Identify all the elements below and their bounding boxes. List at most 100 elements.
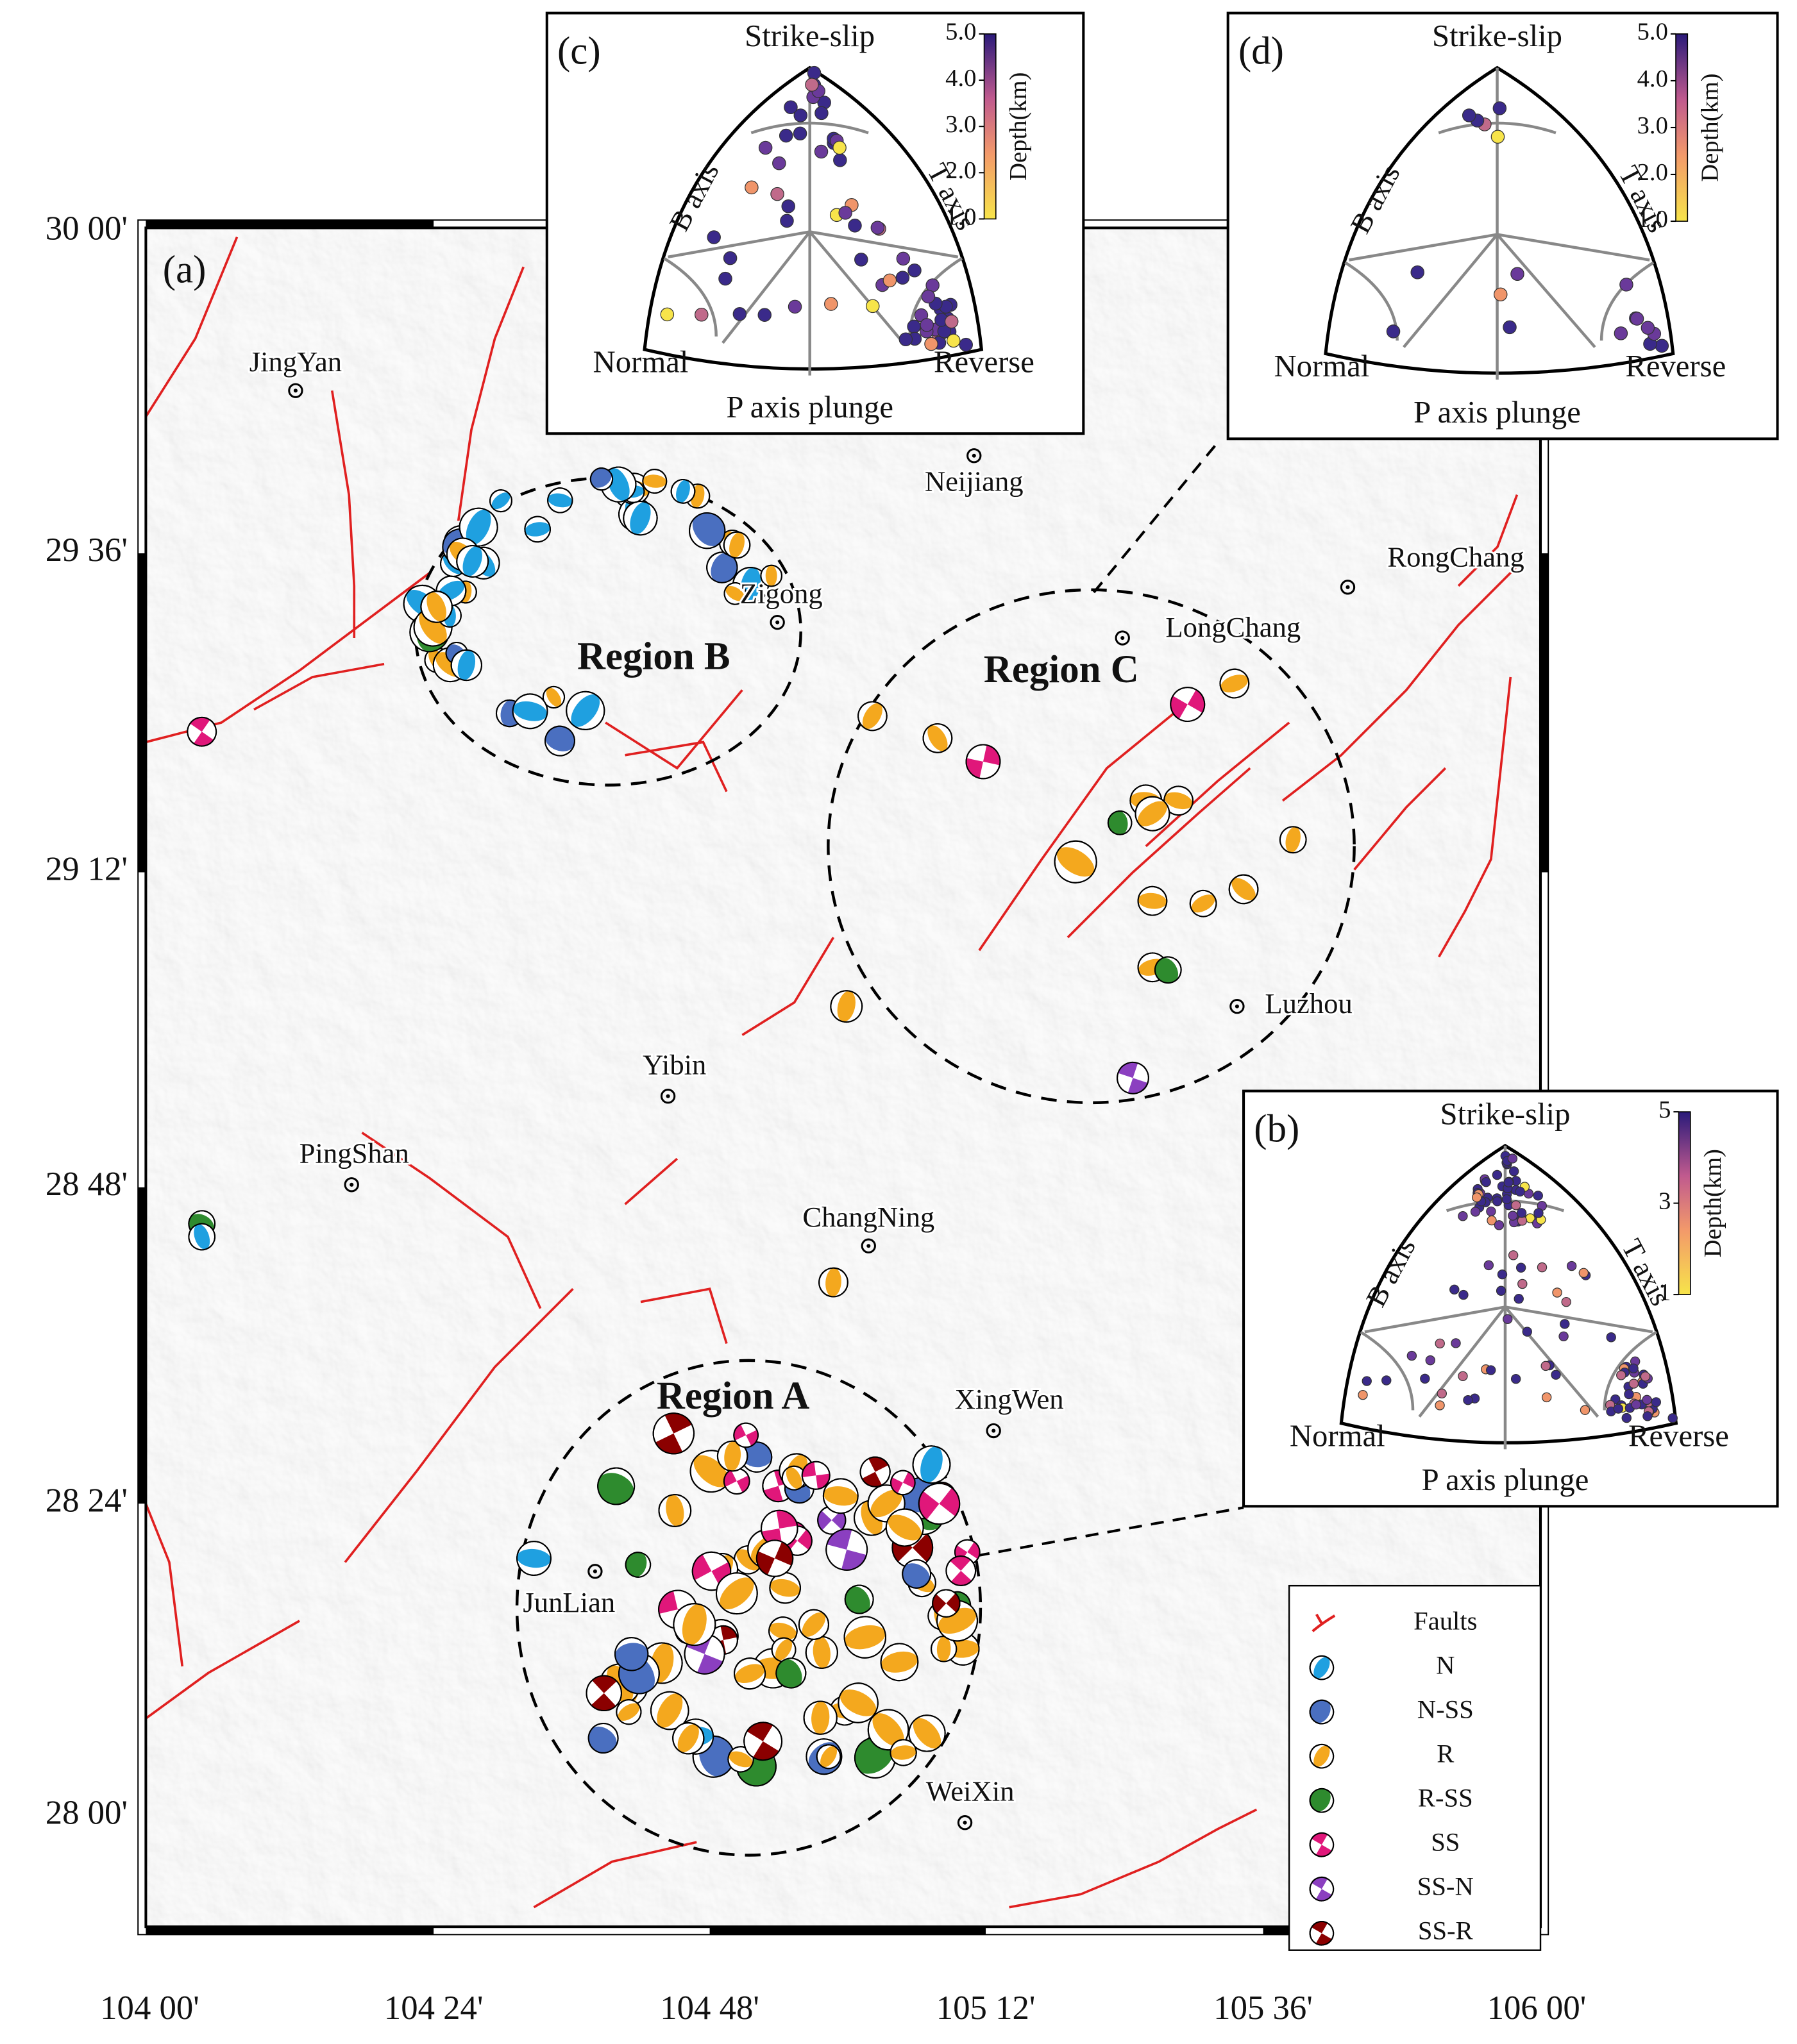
beachball [805,1636,838,1669]
colorbar [1678,1111,1691,1295]
inset-panel-label: (c) [557,29,601,72]
ternary-point [870,221,885,235]
beachball [945,1555,977,1586]
beachball [769,1571,801,1604]
beachball-rim [512,693,548,730]
corner-label-right: Reverse [1625,349,1726,383]
ternary-point [920,318,934,332]
colorbar-tick-label: 3.0 [1637,112,1668,139]
connector [976,1506,1244,1557]
beachball [456,545,489,578]
beachball-quad [692,1554,712,1580]
beachball-lune [711,553,737,583]
beachball-lune [1285,826,1301,853]
beachball-quad [193,732,214,746]
beachball-lune [729,1751,753,1768]
beachball-lune [890,1745,916,1760]
ternary-point [1621,1412,1632,1423]
beachball [652,1412,695,1455]
beachball-rim [1189,889,1217,917]
city-marker-dot [593,1569,597,1573]
beachball-quad [190,717,210,732]
beachball [768,1616,798,1646]
beachball-quad [932,1594,947,1614]
ternary-point [1503,1177,1514,1187]
ternary-point [1515,1262,1526,1273]
beachball [801,1461,831,1490]
ternary-point [1406,1350,1417,1361]
beachball-rim [825,1529,868,1571]
city-marker-dot [1120,635,1125,641]
lon-tick-label: 104 00' [100,1990,199,2027]
ternary-point [1425,1355,1435,1366]
beachball-lune [1138,801,1167,826]
ternary-point [1358,1389,1368,1400]
beachball-rim [715,1572,758,1615]
city-marker-dot [963,1820,967,1825]
beachball-quad [1312,1922,1328,1934]
ternary-point [1487,1215,1497,1226]
beachball-lune [457,650,476,680]
beachball-rim [743,1721,783,1761]
colorbar-tick-label: 5 [1658,1096,1671,1123]
beachball [890,1470,916,1496]
ternary-point [780,214,794,228]
lon-tick-label: 105 36' [1213,1990,1313,2027]
beachball-rim [450,649,482,682]
beachball-lune [1164,792,1193,810]
inset-panel-label: (b) [1254,1108,1299,1151]
corner-label-right: Reverse [1628,1418,1729,1453]
ternary-point [1486,1206,1496,1217]
beachball [1107,810,1133,835]
beachball [816,1744,841,1770]
beachball [825,1529,868,1571]
ternary-point [1561,1296,1571,1307]
beachball [673,1603,716,1646]
ternary-point [723,251,738,265]
beachball-lune [735,1664,765,1684]
beachball-lune [692,513,725,546]
city-marker-dot [666,1094,670,1098]
beachball-rim [586,1675,622,1712]
colorbar-tick-label: 3.0 [945,111,976,138]
beachball-lune [786,1467,802,1489]
beachball [670,479,696,504]
beachball-rim [902,1559,932,1589]
ternary-point [848,219,862,233]
ternary-point [1496,1286,1506,1296]
ternary-point [1560,1319,1570,1329]
beachball [723,582,747,605]
beachball-rim [733,1422,759,1448]
beachball-quad [950,1570,972,1586]
colorbar [983,33,997,220]
ternary-point [1517,1278,1528,1289]
beachball-lune [770,1579,800,1597]
beachball [1163,785,1194,816]
beachball-rim [885,1508,924,1547]
beachball [658,1494,692,1527]
ternary-point [1551,1370,1561,1380]
beachball [420,591,453,623]
beachball-rim [650,1691,689,1730]
ternary-point [1381,1375,1392,1386]
beachball-lune [194,1224,210,1250]
ternary-point [1507,1153,1518,1164]
city-label: XingWen [955,1383,1064,1415]
city-marker [1115,630,1130,646]
beachball [890,1739,917,1766]
colorbar-tick-label: 4.0 [1637,65,1668,92]
colorbar-tick-label: 1.0 [945,203,976,230]
beachball [716,1440,748,1472]
beachball-rim [732,567,769,604]
corner-label-top: Strike-slip [1440,1096,1570,1131]
ternary-point [946,333,961,348]
beachball-rim [912,1445,951,1484]
beachball-quad [753,1741,779,1761]
beachball [733,1422,759,1448]
city-label: Luzhou [1265,987,1352,1019]
beachball-rim [544,725,575,757]
ternary-point [1606,1332,1616,1343]
beachball [830,990,863,1023]
beachball-quad [868,1457,889,1472]
city-label: ChangNing [802,1201,934,1233]
